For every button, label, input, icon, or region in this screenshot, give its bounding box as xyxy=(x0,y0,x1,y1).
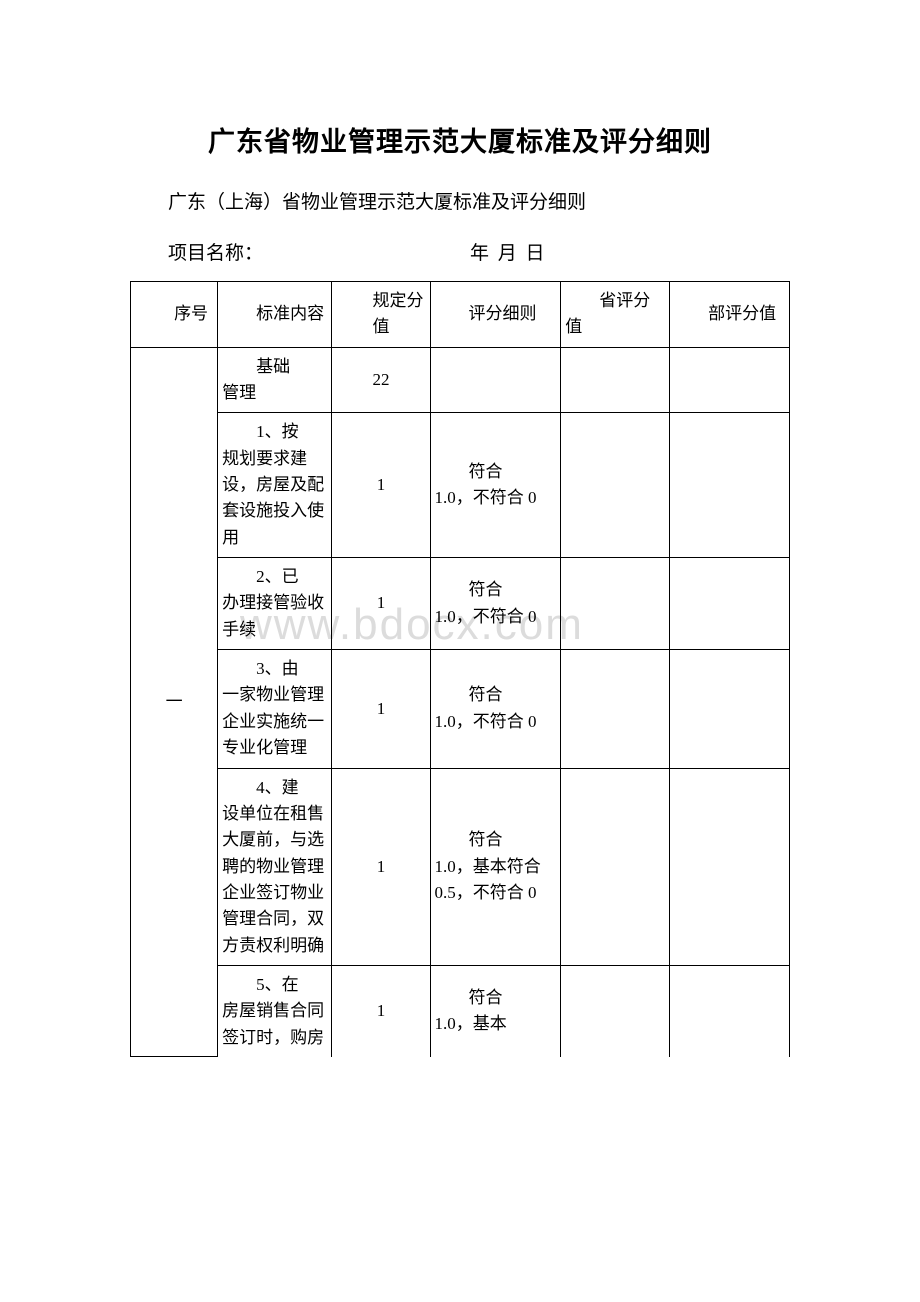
table-row: 一 基础管理 22 xyxy=(131,347,790,413)
table-row: 5、在房屋销售合同签订时，购房 1 符合1.0，基本 xyxy=(131,965,790,1057)
header-std: 标准内容 xyxy=(218,282,332,348)
table-row: 2、已办理接管验收手续 1 符合1.0，不符合 0 xyxy=(131,558,790,650)
cell-val: 1 xyxy=(332,558,430,650)
date-label: 年 月 日 xyxy=(470,238,547,265)
header-dept: 部评分值 xyxy=(670,282,790,348)
cell-val: 1 xyxy=(332,768,430,965)
cell-prov xyxy=(561,768,670,965)
cell-std: 3、由一家物业管理企业实施统一专业化管理 xyxy=(218,650,332,768)
table-header-row: 序号 标准内容 规定分值 评分细则 省评分值 部评分值 xyxy=(131,282,790,348)
section-seq: 一 xyxy=(131,347,218,1057)
table-row: 3、由一家物业管理企业实施统一专业化管理 1 符合1.0，不符合 0 xyxy=(131,650,790,768)
cell-rule: 符合1.0，基本符合 0.5，不符合 0 xyxy=(430,768,561,965)
cell-prov xyxy=(561,965,670,1057)
cell-std: 1、按规划要求建设，房屋及配套设施投入使用 xyxy=(218,413,332,558)
header-seq: 序号 xyxy=(131,282,218,348)
cell-val: 1 xyxy=(332,413,430,558)
document-title: 广东省物业管理示范大厦标准及评分细则 xyxy=(130,120,790,159)
cell-dept xyxy=(670,768,790,965)
header-prov: 省评分值 xyxy=(561,282,670,348)
project-label: 项目名称： xyxy=(130,238,470,265)
cell-dept xyxy=(670,558,790,650)
cell-rule: 符合1.0，不符合 0 xyxy=(430,650,561,768)
cell-rule: 符合1.0，不符合 0 xyxy=(430,413,561,558)
cell-prov xyxy=(561,558,670,650)
cell-dept xyxy=(670,650,790,768)
cell-std: 4、建设单位在租售大厦前，与选聘的物业管理企业签订物业管理合同，双方责权利明确 xyxy=(218,768,332,965)
cell-std: 2、已办理接管验收手续 xyxy=(218,558,332,650)
cell-prov xyxy=(561,413,670,558)
meta-row: 项目名称： 年 月 日 xyxy=(130,238,790,265)
cell-dept xyxy=(670,965,790,1057)
header-val: 规定分值 xyxy=(332,282,430,348)
cell-prov xyxy=(561,347,670,413)
cell-val: 22 xyxy=(332,347,430,413)
cell-std: 5、在房屋销售合同签订时，购房 xyxy=(218,965,332,1057)
table-row: 1、按规划要求建设，房屋及配套设施投入使用 1 符合1.0，不符合 0 xyxy=(131,413,790,558)
cell-val: 1 xyxy=(332,965,430,1057)
scoring-table: 序号 标准内容 规定分值 评分细则 省评分值 部评分值 一 基础管理 22 1、… xyxy=(130,281,790,1057)
cell-val: 1 xyxy=(332,650,430,768)
cell-rule: 符合1.0，不符合 0 xyxy=(430,558,561,650)
cell-prov xyxy=(561,650,670,768)
header-rule: 评分细则 xyxy=(430,282,561,348)
cell-dept xyxy=(670,413,790,558)
cell-std: 基础管理 xyxy=(218,347,332,413)
cell-rule: 符合1.0，基本 xyxy=(430,965,561,1057)
cell-rule xyxy=(430,347,561,413)
table-row: 4、建设单位在租售大厦前，与选聘的物业管理企业签订物业管理合同，双方责权利明确 … xyxy=(131,768,790,965)
cell-dept xyxy=(670,347,790,413)
document-subtitle: 广东（上海）省物业管理示范大厦标准及评分细则 xyxy=(130,187,790,214)
